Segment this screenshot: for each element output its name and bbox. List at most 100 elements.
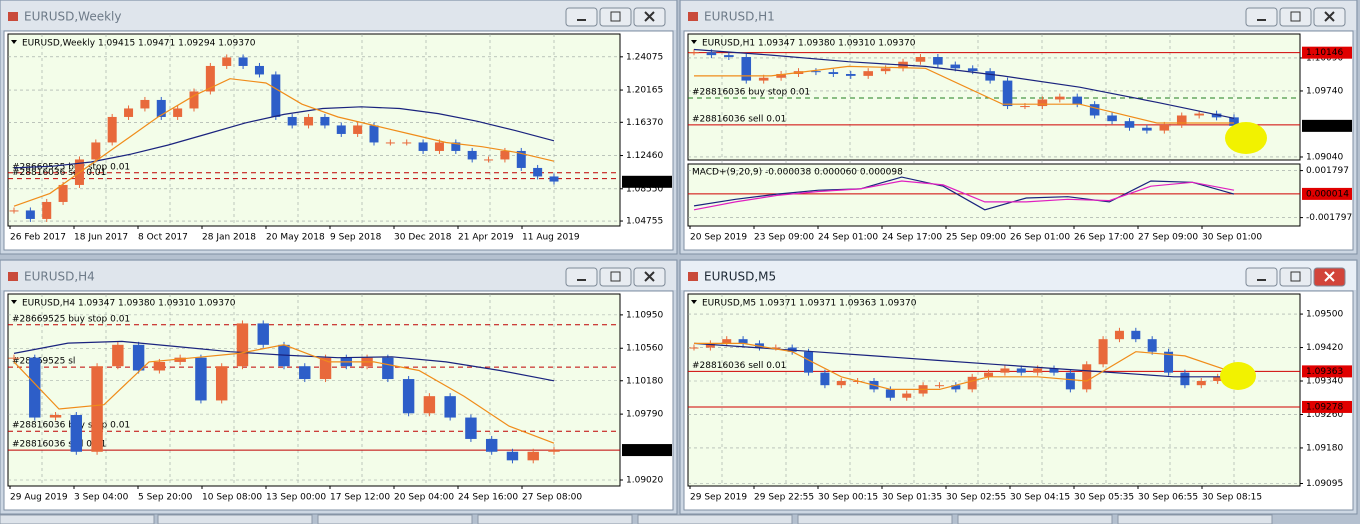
plot-area (687, 33, 1301, 161)
candle (467, 150, 477, 160)
candle (418, 142, 428, 151)
order-label: #28669525 buy stop 0.01 (12, 162, 130, 172)
candle (738, 339, 748, 344)
y-tick-label: -0.001797 (1306, 213, 1352, 223)
highlight (1220, 362, 1256, 390)
order-label: #28669525 buy stop 0.01 (12, 314, 130, 324)
candle (9, 210, 19, 212)
candle (689, 52, 699, 54)
maximize-button[interactable] (599, 267, 632, 287)
candle (402, 142, 412, 144)
candle (423, 396, 436, 414)
candle (299, 366, 311, 380)
candle (140, 99, 150, 109)
y-tick-label: 1.09420 (1306, 343, 1343, 353)
minimize-button[interactable] (1245, 267, 1278, 287)
candle (1196, 381, 1206, 386)
candle (863, 71, 873, 76)
candle (254, 65, 264, 75)
candle (1147, 339, 1157, 352)
candle (548, 450, 560, 452)
candle (1020, 106, 1030, 108)
tab[interactable] (1117, 514, 1273, 524)
y-tick-label: 1.10560 (626, 344, 663, 354)
candle (1211, 113, 1222, 118)
tab[interactable] (157, 514, 313, 524)
x-tick-label: 24 Sep 01:00 (818, 233, 878, 243)
candle (336, 125, 346, 134)
candle (549, 176, 559, 182)
current-price-box (1302, 119, 1352, 132)
candle (1114, 330, 1124, 340)
moving-average-fast (694, 342, 1235, 390)
tab[interactable] (477, 514, 633, 524)
candle (828, 72, 839, 74)
y-tick-label: 1.04755 (626, 217, 663, 227)
candle (811, 71, 821, 73)
candle (1131, 330, 1141, 340)
candle (25, 210, 35, 219)
candle (49, 414, 62, 418)
tab[interactable] (637, 514, 793, 524)
price-box (1302, 46, 1352, 59)
tab[interactable] (957, 514, 1113, 524)
plot-area (687, 293, 1301, 487)
maximize-glyph (1290, 11, 1301, 22)
maximize-button[interactable] (599, 7, 632, 27)
candle (434, 142, 444, 151)
moving-average-slow (13, 106, 555, 169)
tab[interactable] (317, 514, 473, 524)
tab[interactable] (0, 514, 155, 524)
x-tick-label: 29 Aug 2019 (10, 493, 68, 503)
tab[interactable] (797, 514, 953, 524)
minimize-button[interactable] (565, 7, 598, 27)
window-icon (688, 12, 698, 21)
candle (845, 73, 856, 76)
moving-average-fast (13, 344, 555, 444)
candle (271, 74, 281, 117)
candle (724, 55, 734, 58)
candle (257, 323, 269, 345)
moving-average-slow (13, 340, 555, 382)
candle (1049, 368, 1059, 373)
highlight (1225, 122, 1267, 154)
maximize-button[interactable] (1279, 7, 1312, 27)
x-tick-label: 30 Sep 05:35 (1074, 493, 1134, 503)
close-glyph (1324, 11, 1335, 22)
info-marker (691, 40, 697, 44)
info-marker (691, 300, 697, 304)
chart-info: EURUSD,H1 1.09347 1.09380 1.09310 1.0937… (702, 39, 916, 49)
minimize-button[interactable] (565, 267, 598, 287)
x-tick-label: 18 Jun 2017 (74, 233, 128, 243)
candle (804, 351, 814, 373)
candle (1016, 368, 1026, 373)
y-tick-label: 1.10950 (626, 310, 663, 320)
price-box-label: 0.000014 (1306, 189, 1349, 199)
y-tick-label: 1.12460 (626, 151, 663, 161)
candle (1065, 372, 1075, 390)
x-tick-label: 27 Sep 08:00 (522, 493, 582, 503)
x-tick-label: 30 Sep 08:15 (1202, 493, 1262, 503)
y-tick-label: 1.08550 (626, 184, 663, 194)
candle (1180, 372, 1190, 386)
candle (933, 57, 943, 65)
order-label: #28816036 sell 0.01 (12, 168, 106, 178)
current-price-label: 1.09370 (626, 446, 663, 456)
candle (934, 385, 944, 387)
candle (915, 57, 926, 62)
candle (836, 381, 846, 386)
candle (156, 99, 166, 117)
minimize-button[interactable] (1245, 7, 1278, 27)
candle (771, 347, 781, 349)
y-tick-label: 1.09340 (1306, 377, 1343, 387)
candle (967, 376, 977, 390)
x-tick-label: 17 Sep 12:00 (330, 493, 390, 503)
candle (1124, 121, 1135, 128)
window-icon (8, 12, 18, 21)
moving-average-slow (693, 48, 1235, 119)
maximize-button[interactable] (1279, 267, 1312, 287)
x-tick-label: 29 Sep 22:55 (754, 493, 814, 503)
x-tick-label: 26 Sep 17:00 (1074, 233, 1134, 243)
candle (706, 52, 717, 56)
candle (205, 65, 215, 92)
